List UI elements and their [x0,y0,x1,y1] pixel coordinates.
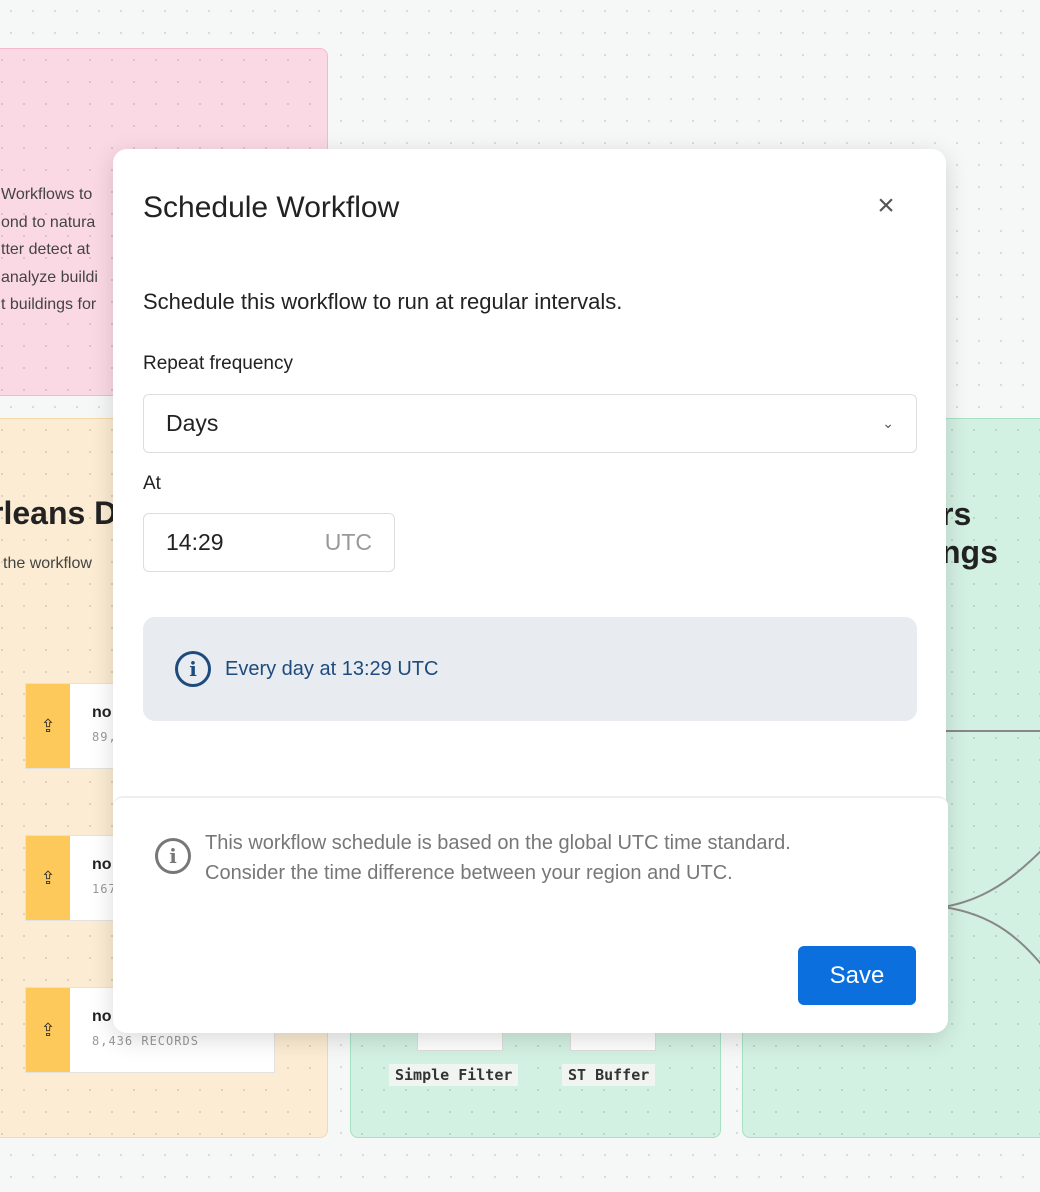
note-line: This workflow schedule is based on the g… [205,832,791,854]
text-line: t buildings for [1,296,97,313]
save-button[interactable]: Save [798,946,916,1005]
time-value: 14:29 [166,529,224,555]
time-input[interactable]: 14:29 UTC [143,513,395,572]
node-meta: 8,436 RECORDS [92,1034,199,1048]
frequency-label: Repeat frequency [143,353,293,374]
file-upload-icon: ⇪ [26,988,70,1072]
text-line: analyze buildi [1,268,98,286]
info-icon: i [155,838,191,874]
schedule-workflow-modal: Schedule Workflow × Schedule this workfl… [113,149,948,1033]
summary-text: Every day at 13:29 UTC [225,657,439,680]
modal-footer: i This workflow schedule is based on the… [113,796,948,1033]
node-name: no [92,704,112,721]
node-meta: 167 [92,882,117,896]
text-line: ond to natura [1,213,96,231]
note-line: Consider the time difference between you… [205,862,733,884]
frequency-value: Days [166,410,219,436]
node-name: no [92,856,112,873]
text-line: tter detect at [1,241,90,258]
modal-title: Schedule Workflow [143,191,400,224]
utc-note: i This workflow schedule is based on the… [155,828,791,888]
card-heading: rs ngs [941,495,998,571]
file-upload-icon: ⇪ [26,836,70,920]
heading-line: rs [941,496,972,532]
modal-description: Schedule this workflow to run at regular… [143,289,623,314]
info-icon: i [175,651,211,687]
chevron-down-icon: ⌄ [882,415,894,431]
schedule-summary: i Every day at 13:29 UTC [143,617,917,721]
frequency-select[interactable]: Days ⌄ [143,394,917,453]
node-tag: ST Buffer [562,1064,656,1086]
card-subtext: the workflow [3,555,92,572]
time-suffix: UTC [324,529,372,555]
node-meta: 89, [92,730,117,744]
pink-card-text: Workflows to ond to natura tter detect a… [1,181,98,319]
at-label: At [143,473,161,494]
file-upload-icon: ⇪ [26,684,70,768]
heading-line: ngs [941,534,998,570]
connection-lines [933,730,1040,965]
text-line: Workflows to [1,186,93,203]
close-icon[interactable]: × [877,189,895,222]
node-tag: Simple Filter [389,1064,519,1086]
node-name: no [92,1008,112,1025]
card-heading: rleans D [0,495,118,531]
